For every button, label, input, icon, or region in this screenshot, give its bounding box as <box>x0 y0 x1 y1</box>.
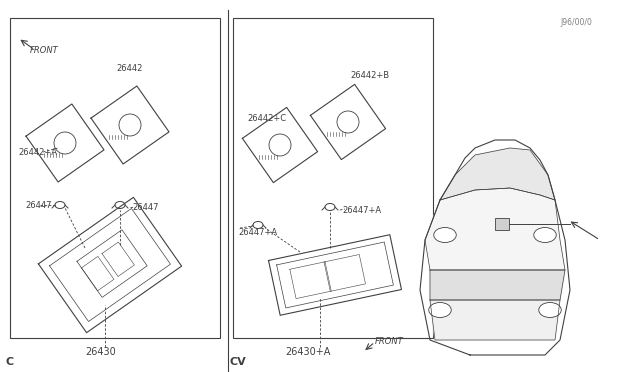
Text: 26442+B: 26442+B <box>350 71 389 80</box>
Text: 26447: 26447 <box>25 201 51 209</box>
Text: 26447+A: 26447+A <box>238 228 277 237</box>
Bar <box>495 218 509 230</box>
Text: 26442+C: 26442+C <box>247 113 286 122</box>
Ellipse shape <box>534 228 556 243</box>
Text: 26430: 26430 <box>85 347 116 357</box>
Text: 26430+A: 26430+A <box>285 347 330 357</box>
Ellipse shape <box>539 302 561 317</box>
Text: CV: CV <box>230 357 247 367</box>
Bar <box>10 18 220 338</box>
Polygon shape <box>440 148 555 200</box>
Text: 26447+A: 26447+A <box>342 205 381 215</box>
Text: 26442: 26442 <box>117 64 143 73</box>
Text: 26442+A: 26442+A <box>18 148 57 157</box>
Text: FRONT: FRONT <box>30 45 59 55</box>
Text: C: C <box>5 357 13 367</box>
Text: FRONT: FRONT <box>375 337 404 346</box>
Ellipse shape <box>429 302 451 317</box>
Polygon shape <box>425 188 565 270</box>
Polygon shape <box>430 300 560 340</box>
Polygon shape <box>430 270 565 300</box>
Bar <box>233 18 433 338</box>
Text: 26447: 26447 <box>132 202 159 212</box>
Text: J96/00/0: J96/00/0 <box>560 17 592 26</box>
Ellipse shape <box>434 228 456 243</box>
